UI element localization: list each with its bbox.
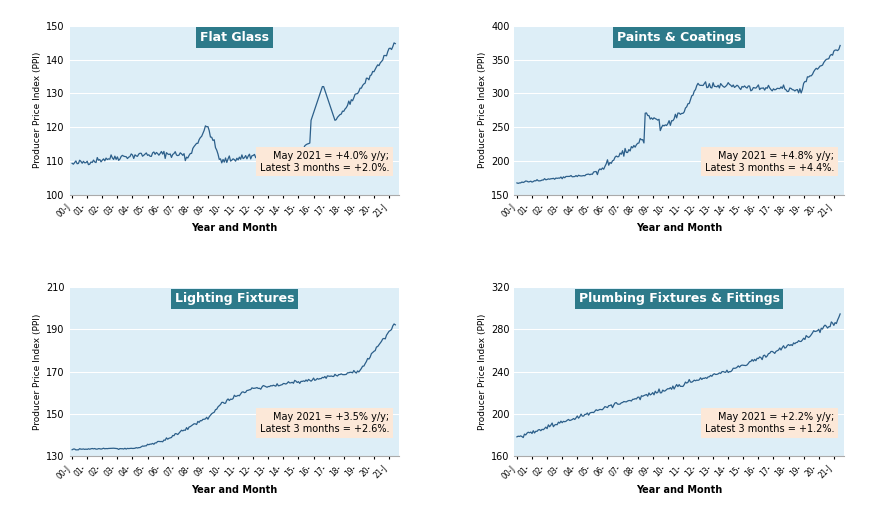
Y-axis label: Producer Price Index (PPI): Producer Price Index (PPI) xyxy=(33,52,42,168)
Text: May 2021 = +4.8% y/y;
Latest 3 months = +4.4%.: May 2021 = +4.8% y/y; Latest 3 months = … xyxy=(704,151,833,172)
Text: May 2021 = +4.0% y/y;
Latest 3 months = +2.0%.: May 2021 = +4.0% y/y; Latest 3 months = … xyxy=(260,151,388,172)
X-axis label: Year and Month: Year and Month xyxy=(191,485,277,495)
X-axis label: Year and Month: Year and Month xyxy=(191,223,277,234)
Text: Plumbing Fixtures & Fittings: Plumbing Fixtures & Fittings xyxy=(578,292,779,305)
Y-axis label: Producer Price Index (PPI): Producer Price Index (PPI) xyxy=(477,313,487,430)
X-axis label: Year and Month: Year and Month xyxy=(635,485,721,495)
Text: May 2021 = +2.2% y/y;
Latest 3 months = +1.2%.: May 2021 = +2.2% y/y; Latest 3 months = … xyxy=(704,412,833,434)
Text: Lighting Fixtures: Lighting Fixtures xyxy=(175,292,294,305)
Y-axis label: Producer Price Index (PPI): Producer Price Index (PPI) xyxy=(33,313,42,430)
X-axis label: Year and Month: Year and Month xyxy=(635,223,721,234)
Y-axis label: Producer Price Index (PPI): Producer Price Index (PPI) xyxy=(477,52,486,168)
Text: May 2021 = +3.5% y/y;
Latest 3 months = +2.6%.: May 2021 = +3.5% y/y; Latest 3 months = … xyxy=(260,412,388,434)
Text: Flat Glass: Flat Glass xyxy=(200,31,269,44)
Text: Paints & Coatings: Paints & Coatings xyxy=(616,31,740,44)
